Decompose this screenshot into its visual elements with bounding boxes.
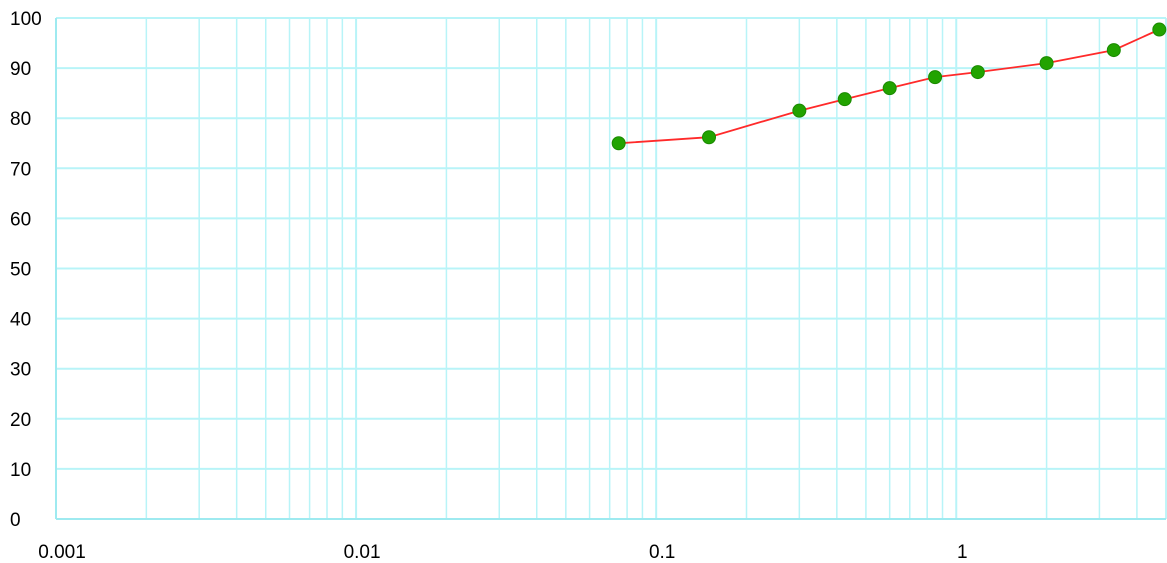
data-point <box>970 65 985 80</box>
data-point <box>882 81 897 96</box>
x-tick-label: 1 <box>957 542 968 563</box>
data-point <box>837 92 852 107</box>
y-tick-label: 90 <box>10 59 31 80</box>
x-tick-label: 0.001 <box>38 542 86 563</box>
data-point <box>1152 22 1167 37</box>
y-tick-label: 0 <box>10 510 21 531</box>
labels: 0 10 20 30 40 50 60 70 80 90 100 0.001 0.01 0.1 1 <box>10 9 968 563</box>
data-point <box>792 103 807 118</box>
y-tick-label: 20 <box>10 410 31 431</box>
series-line <box>618 28 1160 145</box>
grid <box>55 17 1167 520</box>
x-tick-label: 0.1 <box>649 542 675 563</box>
axes <box>55 18 1166 520</box>
y-tick-label: 60 <box>10 209 31 230</box>
y-tick-label: 100 <box>10 9 42 30</box>
y-tick-label: 30 <box>10 360 31 381</box>
y-tick-label: 10 <box>10 460 31 481</box>
data-point <box>702 130 717 145</box>
x-tick-label: 0.01 <box>344 542 381 563</box>
series-layer <box>611 22 1167 151</box>
y-tick-label: 40 <box>10 310 31 331</box>
data-point <box>928 70 943 85</box>
y-tick-label: 50 <box>10 260 31 281</box>
y-tick-label: 80 <box>10 109 31 130</box>
data-point <box>611 136 626 151</box>
y-tick-label: 70 <box>10 159 31 180</box>
data-point <box>1039 56 1054 71</box>
data-point <box>1106 43 1121 58</box>
